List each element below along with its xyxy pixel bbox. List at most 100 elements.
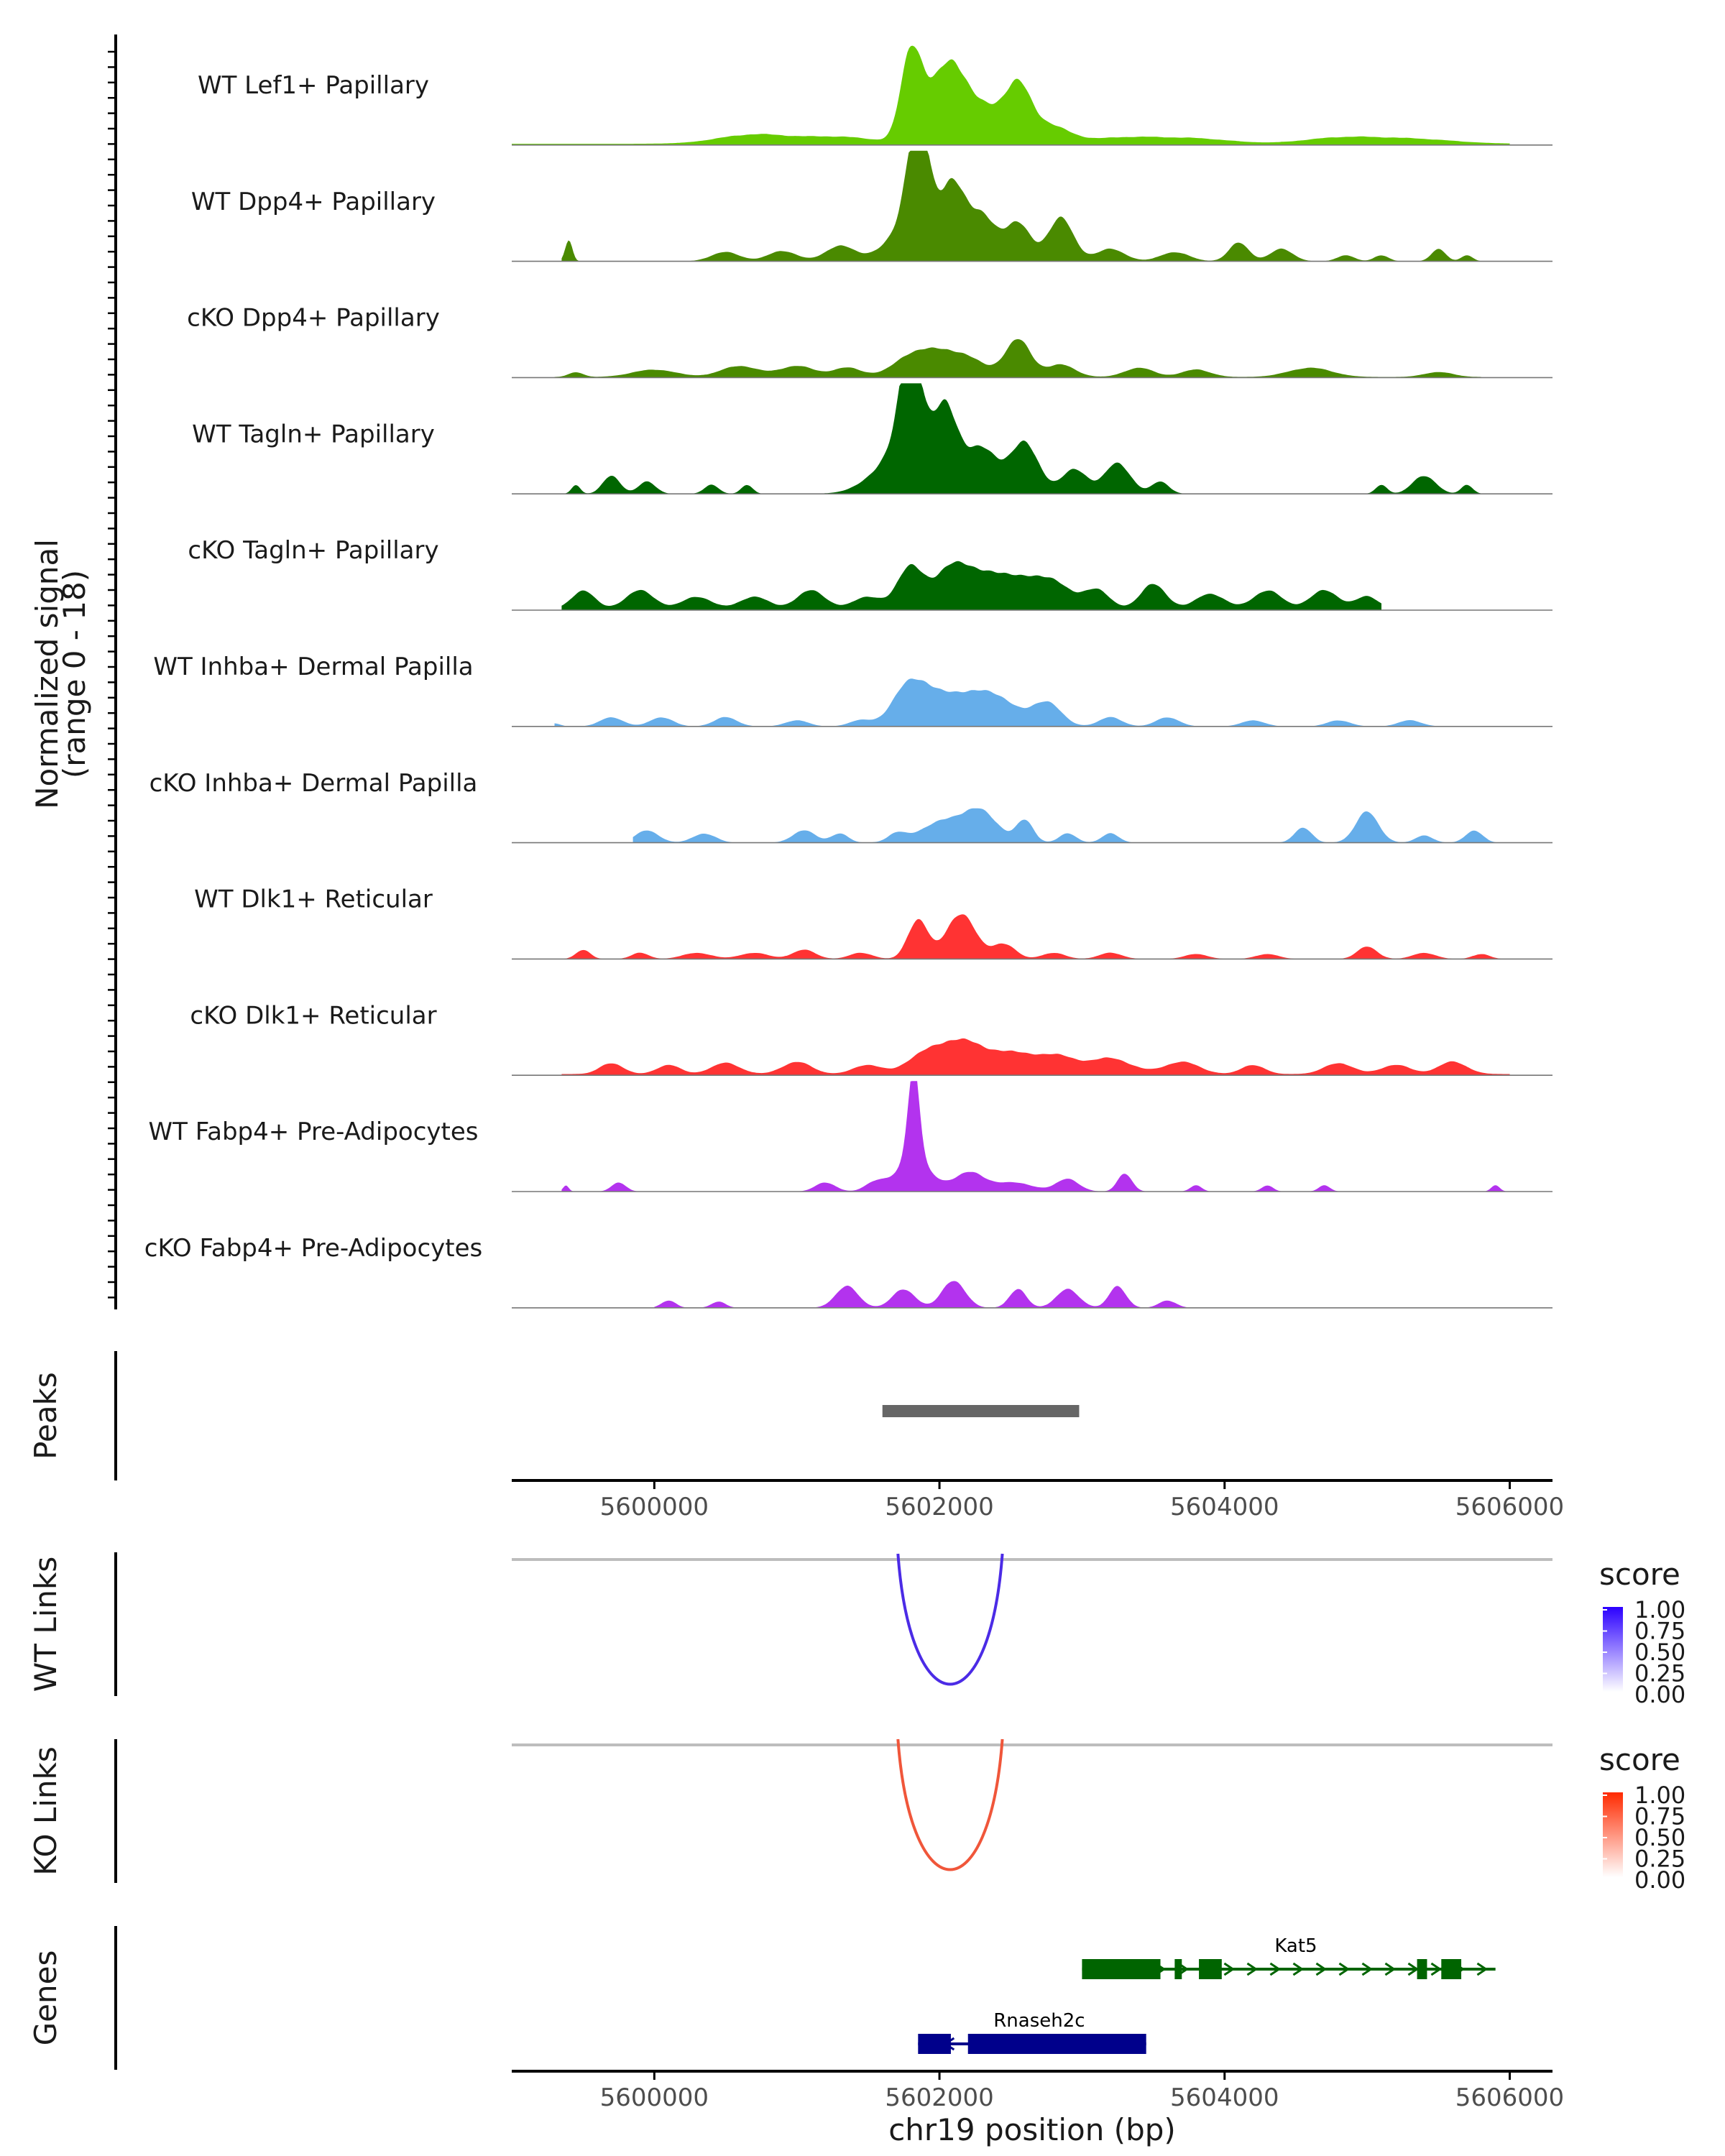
genes-x-ticks: 5600000 5602000 5604000 5606000 — [600, 2071, 1564, 2112]
gene-strand-chevron — [1315, 1962, 1328, 1976]
legend-tick-label: 0.25 — [1634, 1660, 1685, 1687]
ko-link-arc — [896, 1738, 1004, 1871]
coverage-area — [561, 1038, 1510, 1076]
legend-tick-label: 0.50 — [1634, 1639, 1685, 1666]
coverage-area — [654, 1281, 1197, 1308]
gene-models: Kat5 Rnaseh2c — [918, 1935, 1496, 2054]
peaks-track-label: Peaks — [28, 1372, 63, 1460]
coverage-area — [561, 1081, 1510, 1192]
coverage-track: WT Inhba+ Dermal Papilla — [153, 653, 1552, 727]
coverage-area — [561, 561, 1381, 610]
ko-links-panel: KO Links score 1.000.750.500.250.00 — [28, 1738, 1685, 1894]
gene-strand-chevron — [1476, 1962, 1489, 1976]
legend-tick-label: 0.00 — [1634, 1681, 1685, 1708]
legend-tick-label: 1.00 — [1634, 1596, 1685, 1623]
gene-exon — [1174, 1959, 1182, 1979]
peaks-x-tick-label: 5602000 — [885, 1493, 993, 1521]
coverage-area — [554, 678, 1481, 727]
ko-links-legend-colorbar — [1603, 1792, 1623, 1877]
gene-exon — [1417, 1959, 1427, 1979]
peaks-x-ticks: 5600000 5602000 5604000 5606000 — [600, 1480, 1564, 1521]
coverage-track: WT Tagln+ Papillary — [192, 383, 1552, 495]
wt-links-legend-colorbar — [1603, 1607, 1623, 1692]
coverage-area — [561, 383, 1503, 494]
coverage-track-label: WT Lef1+ Papillary — [198, 71, 429, 100]
x-axis-label: chr19 position (bp) — [888, 2112, 1176, 2147]
coverage-track-label: cKO Inhba+ Dermal Papilla — [150, 769, 478, 798]
gene-exon — [1082, 1959, 1161, 1979]
coverage-panel: Normalized signal (range 0 - 18) WT Lef1… — [29, 34, 1552, 1309]
coverage-track: WT Dpp4+ Papillary — [191, 150, 1552, 262]
gene-exon — [1441, 1959, 1462, 1979]
legend-tick-label: 1.00 — [1634, 1782, 1685, 1809]
gene-strand-chevron — [1223, 1962, 1236, 1976]
peaks-panel: Peaks 5600000 5602000 5604000 5606000 — [28, 1351, 1564, 1521]
legend-tick-label: 0.25 — [1634, 1846, 1685, 1873]
genes-track-label: Genes — [28, 1950, 63, 2046]
genes-x-tick-label: 5606000 — [1455, 2083, 1564, 2112]
coverage-track-label: WT Dlk1+ Reticular — [194, 885, 433, 914]
gene-strand-chevron — [1407, 1962, 1420, 1976]
genes-x-tick-label: 5602000 — [885, 2083, 993, 2112]
coverage-track-label: WT Dpp4+ Papillary — [191, 188, 436, 216]
gene-strand-chevron — [1292, 1962, 1305, 1976]
coverage-ylabel-line1: Normalized signal — [29, 539, 65, 809]
wt-links-legend-title: score — [1599, 1557, 1680, 1592]
peaks-x-tick-label: 5600000 — [600, 1493, 709, 1521]
gene-model: Kat5 — [1082, 1935, 1496, 1979]
gene-name-label: Kat5 — [1274, 1935, 1317, 1957]
coverage-tracks: WT Lef1+ Papillary WT Dpp4+ Papillary cKO … — [144, 45, 1552, 1309]
coverage-track: WT Fabp4+ Pre-Adipocytes — [149, 1081, 1552, 1192]
coverage-track: WT Lef1+ Papillary — [198, 45, 1552, 146]
wt-link-arc — [896, 1553, 1004, 1686]
peaks-x-tick-label: 5604000 — [1170, 1493, 1279, 1521]
coverage-area — [561, 150, 1510, 262]
coverage-track-label: cKO Dpp4+ Papillary — [187, 304, 440, 333]
coverage-track: cKO Fabp4+ Pre-Adipocytes — [144, 1234, 1552, 1309]
coverage-area — [632, 808, 1503, 843]
gene-strand-chevron — [1430, 1962, 1443, 1976]
legend-tick-label: 0.75 — [1634, 1803, 1685, 1830]
gene-exon — [967, 2034, 1146, 2054]
coverage-track: cKO Dpp4+ Papillary — [187, 304, 1552, 379]
coverage-track-label: WT Inhba+ Dermal Papilla — [153, 653, 473, 681]
wt-links-panel: WT Links score 1.000.750.500.250.00 — [28, 1552, 1685, 1708]
coverage-y-ticks — [108, 50, 116, 1299]
coverage-track: WT Dlk1+ Reticular — [194, 885, 1552, 960]
genes-x-tick-label: 5604000 — [1170, 2083, 1279, 2112]
legend-tick-label: 0.00 — [1634, 1866, 1685, 1894]
coverage-track-label: cKO Tagln+ Papillary — [188, 536, 438, 565]
genes-panel: Genes Kat5 Rnaseh2c 5600000 5602000 5604000… — [28, 1926, 1564, 2147]
peak-regions — [882, 1405, 1080, 1417]
ko-links-legend-ticks: 1.000.750.500.250.00 — [1603, 1782, 1685, 1894]
genes-x-tick-label: 5600000 — [600, 2083, 709, 2112]
gene-strand-chevron — [1338, 1962, 1351, 1976]
ko-links-legend-title: score — [1599, 1742, 1680, 1777]
legend-tick-label: 0.50 — [1634, 1824, 1685, 1851]
coverage-area — [512, 45, 1510, 145]
coverage-track-label: WT Tagln+ Papillary — [192, 420, 435, 448]
coverage-ylabel-line2: (range 0 - 18) — [57, 570, 92, 778]
peaks-x-tick-label: 5606000 — [1455, 1493, 1564, 1521]
gene-strand-chevron — [1269, 1962, 1282, 1976]
coverage-area — [554, 338, 1481, 378]
ko-links-label: KO Links — [28, 1746, 63, 1876]
gene-model: Rnaseh2c — [918, 2010, 1146, 2054]
coverage-track-label: WT Fabp4+ Pre-Adipocytes — [149, 1118, 479, 1146]
coverage-track: cKO Dlk1+ Reticular — [190, 1001, 1552, 1076]
wt-links-label: WT Links — [28, 1557, 63, 1692]
coverage-area — [561, 914, 1510, 959]
gene-exon — [1199, 1959, 1222, 1979]
gene-strand-chevron — [1246, 1962, 1259, 1976]
wt-links-legend-ticks: 1.000.750.500.250.00 — [1603, 1596, 1685, 1708]
gene-strand-chevron — [1361, 1962, 1374, 1976]
gene-exon — [918, 2034, 951, 2054]
coverage-track: cKO Tagln+ Papillary — [188, 536, 1552, 611]
peak-region — [882, 1405, 1080, 1417]
coverage-track: cKO Inhba+ Dermal Papilla — [150, 769, 1552, 844]
coverage-track-label: cKO Fabp4+ Pre-Adipocytes — [144, 1234, 483, 1263]
legend-tick-label: 0.75 — [1634, 1618, 1685, 1645]
gene-strand-chevron — [1384, 1962, 1397, 1976]
gene-name-label: Rnaseh2c — [993, 2010, 1085, 2032]
